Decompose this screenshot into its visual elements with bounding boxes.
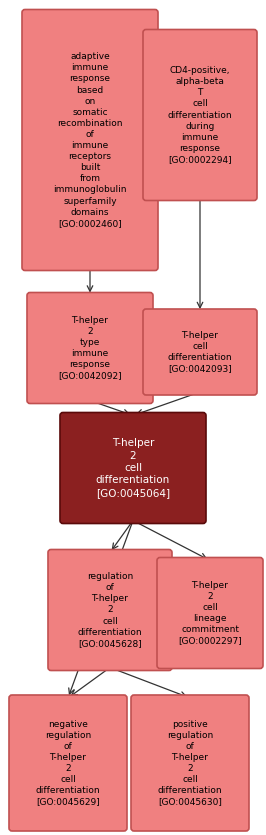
FancyBboxPatch shape [157,558,263,669]
Text: CD4-positive,
alpha-beta
T
cell
differentiation
during
immune
response
[GO:00022: CD4-positive, alpha-beta T cell differen… [168,66,232,164]
FancyBboxPatch shape [143,309,257,395]
FancyBboxPatch shape [9,695,127,831]
FancyBboxPatch shape [27,292,153,403]
FancyBboxPatch shape [143,29,257,200]
Text: T-helper
2
type
immune
response
[GO:0042092]: T-helper 2 type immune response [GO:0042… [58,316,122,380]
Text: T-helper
2
cell
differentiation
[GO:0045064]: T-helper 2 cell differentiation [GO:0045… [96,438,170,498]
Text: regulation
of
T-helper
2
cell
differentiation
[GO:0045628]: regulation of T-helper 2 cell differenti… [78,572,142,648]
FancyBboxPatch shape [60,412,206,524]
FancyBboxPatch shape [131,695,249,831]
FancyBboxPatch shape [22,9,158,271]
FancyBboxPatch shape [48,549,172,671]
Text: positive
regulation
of
T-helper
2
cell
differentiation
[GO:0045630]: positive regulation of T-helper 2 cell d… [158,720,222,807]
Text: negative
regulation
of
T-helper
2
cell
differentiation
[GO:0045629]: negative regulation of T-helper 2 cell d… [36,720,100,807]
Text: T-helper
2
cell
lineage
commitment
[GO:0002297]: T-helper 2 cell lineage commitment [GO:0… [178,581,242,645]
Text: adaptive
immune
response
based
on
somatic
recombination
of
immune
receptors
buil: adaptive immune response based on somati… [53,53,127,228]
Text: T-helper
cell
differentiation
[GO:0042093]: T-helper cell differentiation [GO:004209… [168,331,232,373]
